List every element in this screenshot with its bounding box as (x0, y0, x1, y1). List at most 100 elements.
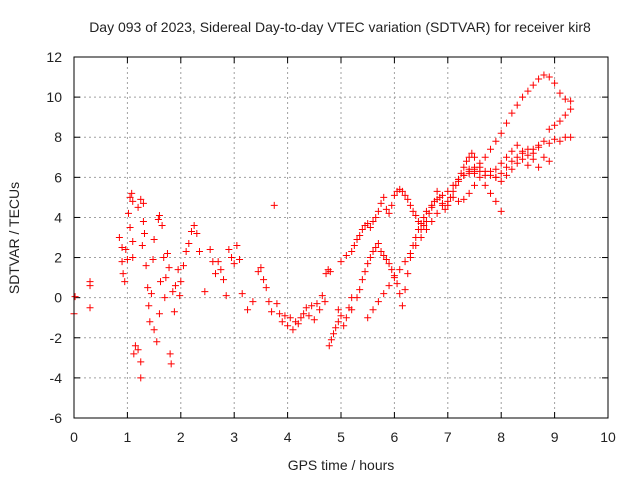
data-point (358, 225, 366, 233)
data-point (162, 274, 170, 282)
data-point (342, 252, 350, 260)
data-point (556, 137, 564, 145)
data-point (535, 75, 543, 83)
data-point (422, 225, 430, 233)
x-tick-label: 2 (177, 429, 185, 445)
data-point (126, 193, 134, 201)
data-point (444, 197, 452, 205)
data-point (476, 173, 484, 181)
data-point (129, 254, 137, 262)
data-point (137, 374, 145, 382)
data-point (364, 219, 372, 227)
data-point (214, 258, 222, 266)
data-point (374, 207, 382, 215)
data-point (318, 292, 326, 300)
data-point (503, 153, 511, 161)
data-point (353, 236, 361, 244)
data-point (508, 165, 516, 173)
data-point (119, 270, 127, 278)
data-point (169, 288, 177, 296)
data-point (481, 181, 489, 189)
data-point (412, 242, 420, 250)
x-tick-label: 4 (284, 429, 292, 445)
data-point (540, 71, 548, 79)
data-point (380, 290, 388, 298)
data-point (142, 262, 150, 270)
x-tick-label: 1 (124, 429, 132, 445)
data-point (327, 336, 335, 344)
data-point (206, 246, 214, 254)
data-point (497, 169, 505, 177)
data-point (492, 137, 500, 145)
data-point (417, 219, 425, 227)
data-point (366, 223, 374, 231)
data-point (385, 209, 393, 217)
data-point (337, 258, 345, 266)
data-point (372, 213, 380, 221)
data-point (230, 260, 238, 268)
data-point (220, 276, 228, 284)
data-point (396, 290, 404, 298)
data-point (513, 159, 521, 167)
data-point (134, 346, 142, 354)
data-point (369, 248, 377, 256)
data-point (144, 284, 152, 292)
data-point (545, 73, 553, 81)
data-point (305, 312, 313, 320)
data-point (284, 322, 292, 330)
data-point (551, 79, 559, 87)
chart-title: Day 093 of 2023, Sidereal Day-to-day VTE… (89, 19, 591, 35)
data-point (170, 308, 178, 316)
data-point (406, 250, 414, 258)
data-point (487, 145, 495, 153)
data-point (487, 189, 495, 197)
grid-lines (74, 57, 608, 418)
data-point (163, 250, 171, 258)
data-point (193, 229, 201, 237)
data-point (150, 236, 158, 244)
data-point (497, 159, 505, 167)
data-point (171, 282, 179, 290)
data-point (330, 330, 338, 338)
data-point (481, 171, 489, 179)
data-point (422, 207, 430, 215)
y-tick-label: -2 (50, 330, 63, 346)
data-point (325, 342, 333, 350)
data-point (321, 298, 329, 306)
data-point (468, 149, 476, 157)
data-point (268, 308, 276, 316)
data-point (201, 288, 209, 296)
data-point (428, 217, 436, 225)
data-point (308, 302, 316, 310)
data-point (503, 119, 511, 127)
data-point (497, 207, 505, 215)
data-point (492, 165, 500, 173)
y-tick-label: -6 (50, 410, 63, 426)
data-point (356, 231, 364, 239)
data-point (118, 258, 126, 266)
data-point (129, 197, 137, 205)
data-point (128, 189, 136, 197)
data-point (454, 177, 462, 185)
data-point (529, 81, 537, 89)
data-point (334, 318, 342, 326)
data-point (369, 306, 377, 314)
data-point (406, 201, 414, 209)
data-point (476, 167, 484, 175)
data-point (265, 298, 273, 306)
data-point (513, 153, 521, 161)
data-point (449, 193, 457, 201)
data-point (567, 133, 575, 141)
data-point (441, 205, 449, 213)
data-point (377, 199, 385, 207)
data-point (140, 229, 148, 237)
data-point (398, 302, 406, 310)
series-0 (70, 189, 184, 382)
y-tick-label: 10 (46, 89, 62, 105)
data-point (487, 167, 495, 175)
data-point (123, 256, 131, 264)
y-tick-label: -4 (50, 370, 63, 386)
y-tick-labels: -6 -4 -2 0 2 4 6 8 10 12 (46, 49, 62, 426)
data-point (529, 149, 537, 157)
data-point (115, 234, 123, 241)
